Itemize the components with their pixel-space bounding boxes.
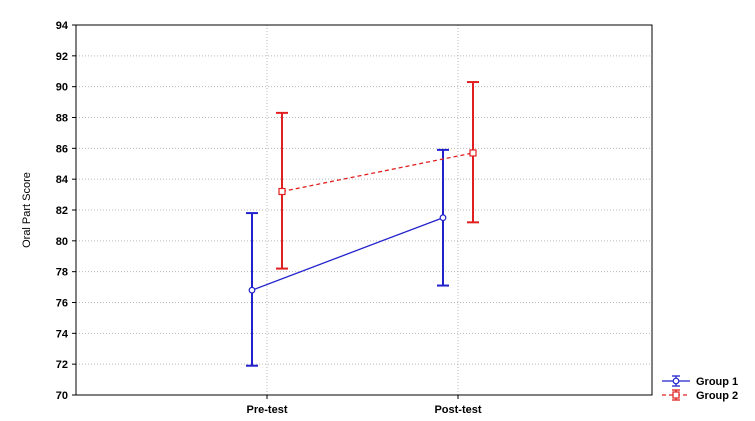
legend-marker — [672, 377, 680, 385]
legend-label: Group 1 — [696, 376, 738, 388]
grid — [76, 25, 652, 395]
legend: Group 1 Group 2 — [662, 375, 738, 402]
x-tick-label: Pre-test — [247, 404, 288, 416]
y-tick-label: 84 — [56, 174, 69, 186]
series-2 — [276, 81, 479, 270]
y-tick-label: 74 — [56, 328, 69, 340]
y-tick-label: 82 — [56, 205, 68, 217]
y-tick-label: 76 — [56, 298, 68, 310]
y-tick-label: 80 — [56, 236, 68, 248]
series-line — [281, 152, 474, 193]
data-point — [439, 214, 447, 222]
data-point — [278, 187, 286, 196]
series-line — [251, 217, 444, 291]
y-axis-label: Oral Part Score — [21, 172, 33, 248]
series-1 — [246, 148, 449, 367]
y-tick-label: 94 — [56, 20, 69, 32]
y-tick-label: 92 — [56, 51, 68, 63]
data-point — [469, 149, 477, 157]
legend-item-2: Group 2 — [662, 389, 738, 402]
y-tick-label: 70 — [56, 390, 68, 402]
legend-item-1: Group 1 — [662, 375, 738, 388]
y-tick-label: 86 — [56, 143, 68, 155]
legend-marker — [672, 391, 680, 399]
series — [246, 81, 479, 367]
y-axis-ticks: 70 72 74 76 78 80 82 84 86 88 90 92 94 — [56, 20, 76, 402]
y-tick-label: 78 — [56, 267, 68, 279]
x-axis-ticks: Pre-test Post-test — [247, 395, 482, 416]
y-tick-label: 90 — [56, 82, 68, 94]
data-point — [248, 286, 256, 294]
x-tick-label: Post-test — [434, 404, 481, 416]
legend-label: Group 2 — [696, 390, 738, 402]
y-tick-label: 72 — [56, 359, 68, 371]
y-tick-label: 88 — [56, 113, 68, 125]
